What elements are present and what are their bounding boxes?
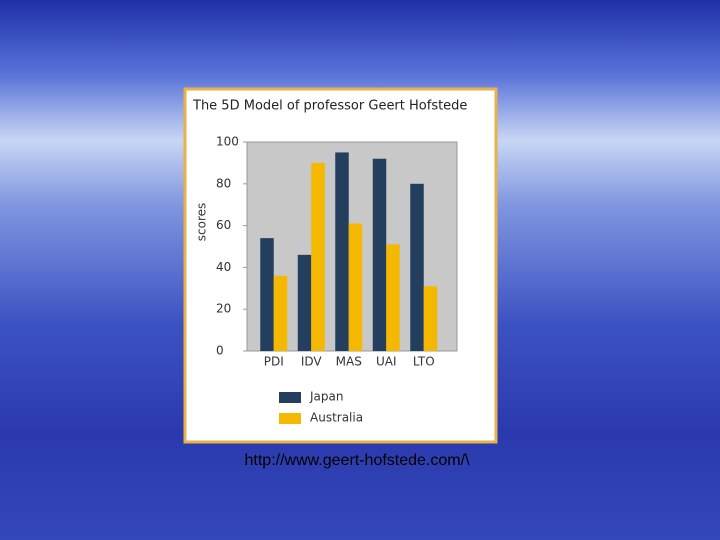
bar [311, 162, 325, 351]
y-tick-label: 0 [216, 344, 224, 358]
legend-swatch [279, 413, 301, 424]
y-tick-label: 80 [216, 176, 231, 190]
x-tick-label: PDI [264, 355, 284, 369]
bar [273, 275, 288, 351]
bar [297, 254, 312, 351]
bar [372, 158, 387, 351]
y-tick-label: 20 [216, 302, 231, 316]
y-tick-label: 100 [216, 135, 239, 149]
bar [260, 238, 274, 351]
chart-title: The 5D Model of professor Geert Hofstede [192, 99, 467, 114]
y-axis-label: scores [195, 203, 209, 242]
bar [348, 223, 363, 351]
legend-label: Japan [309, 390, 343, 404]
y-tick-label: 40 [216, 260, 231, 274]
legend-label: Australia [310, 411, 363, 425]
bar [335, 152, 349, 351]
bar [410, 183, 424, 351]
bar [386, 244, 400, 351]
bar [423, 286, 438, 351]
x-tick-label: MAS [336, 355, 362, 369]
legend-swatch [279, 392, 301, 403]
x-tick-label: IDV [301, 355, 323, 369]
y-tick-label: 60 [216, 218, 231, 232]
x-tick-label: UAI [376, 355, 397, 369]
url: http://www.geert-hofstede.com/\ [245, 452, 471, 469]
x-tick-label: LTO [413, 355, 435, 369]
